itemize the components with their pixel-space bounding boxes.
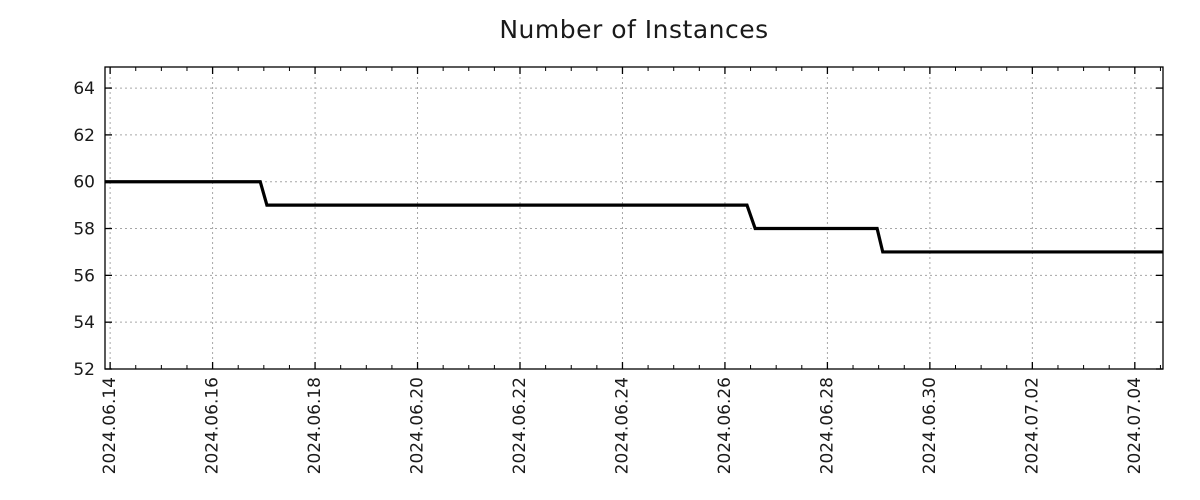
series-line-instances [105,180,1163,254]
x-tick-label: 2024.06.14 [100,377,120,474]
x-tick-label: 2024.06.28 [817,377,837,474]
x-tick-label: 2024.07.02 [1022,377,1042,474]
x-tick-label: 2024.06.16 [203,377,223,474]
chart-title: Number of Instances [499,15,769,44]
x-tick-label: 2024.06.22 [510,377,530,474]
y-tick-label: 56 [73,266,95,286]
x-tick-label: 2024.07.04 [1125,377,1145,474]
y-tick-label: 52 [73,360,95,380]
x-tick-label: 2024.06.20 [408,377,428,474]
x-tick-label: 2024.06.18 [305,377,325,474]
y-tick-label: 62 [73,126,95,146]
x-tick-label: 2024.06.26 [715,377,735,474]
y-tick-label: 54 [73,313,95,333]
x-tick-label: 2024.06.24 [612,377,632,474]
y-tick-label: 64 [73,79,95,99]
plot-border [104,66,1164,370]
y-tick-label: 58 [73,220,95,240]
x-tick-label: 2024.06.30 [920,377,940,474]
y-tick-label: 60 [73,173,95,193]
